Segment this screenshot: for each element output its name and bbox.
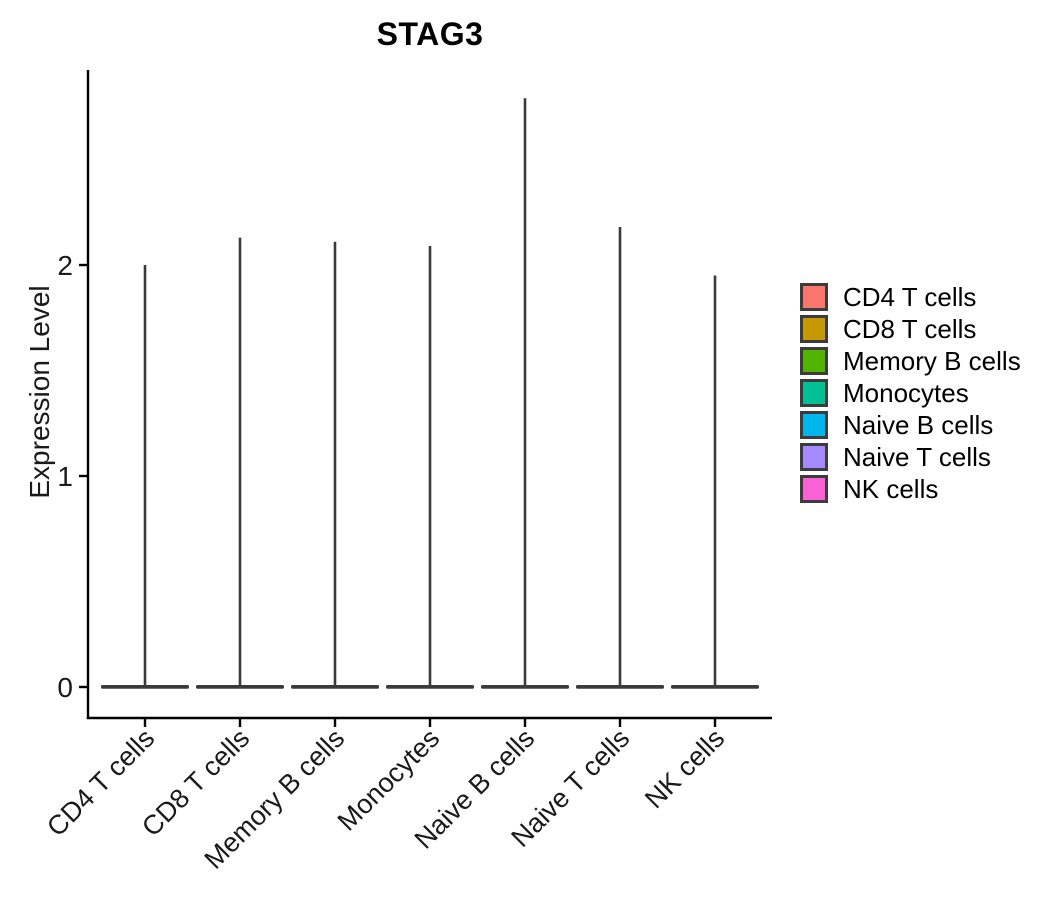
- legend-swatch: [800, 379, 828, 407]
- x-tick-label-nk-cells: NK cells: [639, 723, 730, 814]
- y-tick-label: 1: [57, 461, 73, 492]
- violin-memory-b-cells: [291, 241, 379, 689]
- legend-label: Naive B cells: [843, 409, 994, 440]
- y-tick-label: 0: [57, 672, 73, 703]
- y-tick-label: 2: [57, 250, 73, 281]
- legend-item-monocytes: Monocytes: [800, 377, 1021, 408]
- legend-swatch: [800, 443, 828, 471]
- plot-title: STAG3: [376, 16, 484, 52]
- legend-item-nk-cells: NK cells: [800, 473, 1021, 504]
- legend-swatch: [800, 411, 828, 439]
- legend-label: CD8 T cells: [843, 313, 977, 344]
- legend-item-naive-t-cells: Naive T cells: [800, 441, 1021, 472]
- legend-label: Memory B cells: [843, 345, 1021, 376]
- legend-item-cd8-t-cells: CD8 T cells: [800, 313, 1021, 344]
- violin-monocytes: [386, 246, 474, 689]
- legend-swatch: [800, 347, 828, 375]
- violin-nk-cells: [671, 275, 759, 689]
- violin-naive-t-cells: [576, 227, 664, 689]
- violin-naive-b-cells: [481, 98, 569, 689]
- legend-swatch: [800, 283, 828, 311]
- legend-label: CD4 T cells: [843, 281, 977, 312]
- legend-item-cd4-t-cells: CD4 T cells: [800, 281, 1021, 312]
- legend-label: Monocytes: [843, 377, 969, 408]
- legend-label: NK cells: [843, 473, 939, 504]
- legend-swatch: [800, 475, 828, 503]
- legend-swatch: [800, 315, 828, 343]
- legend-item-memory-b-cells: Memory B cells: [800, 345, 1021, 376]
- legend-item-naive-b-cells: Naive B cells: [800, 409, 1021, 440]
- legend: CD4 T cells CD8 T cells Memory B cells Mono…: [800, 281, 1021, 504]
- legend-label: Naive T cells: [843, 441, 991, 472]
- violin-cd4-t-cells: [101, 265, 189, 689]
- violin-cd8-t-cells: [196, 237, 284, 689]
